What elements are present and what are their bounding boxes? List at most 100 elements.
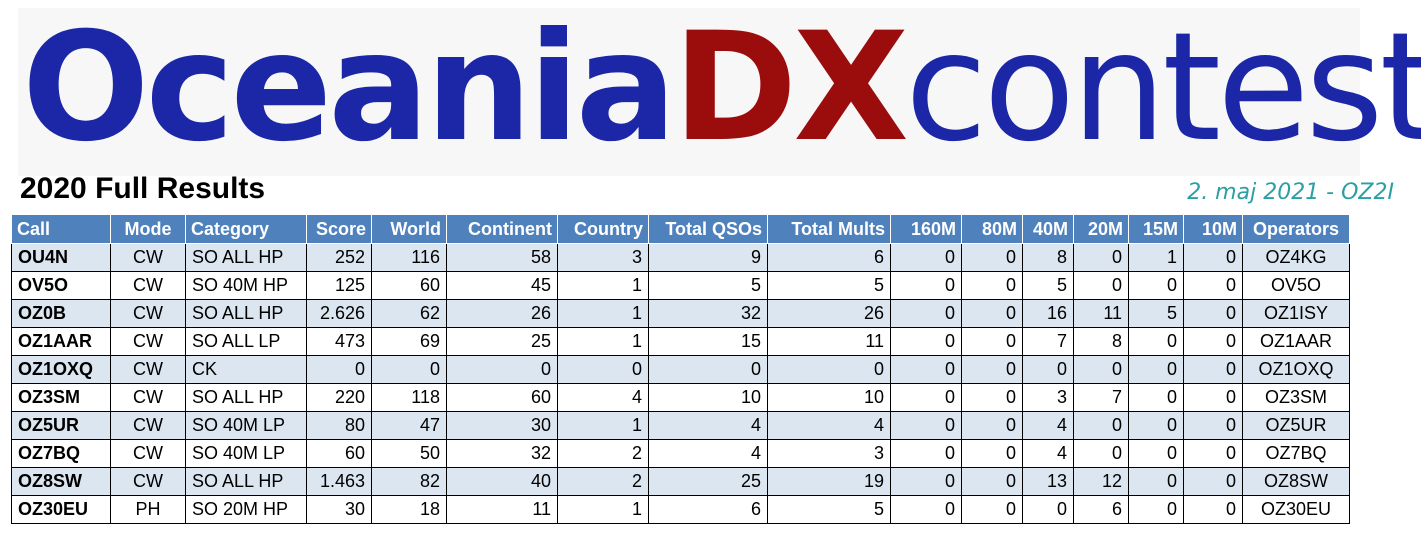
cell-total-qsos: 6: [648, 495, 768, 524]
cell-total-mults: 10: [767, 383, 891, 412]
cell-world: 50: [371, 439, 447, 468]
cell-category: SO ALL HP: [185, 299, 307, 328]
cell-80m: 0: [961, 467, 1023, 496]
col-header-total-mults: Total Mults: [767, 214, 891, 244]
cell-80m: 0: [961, 271, 1023, 300]
cell-20m: 12: [1073, 467, 1129, 496]
col-header-continent: Continent: [446, 214, 558, 244]
cell-15m: 0: [1128, 467, 1184, 496]
cell-call: OZ0B: [11, 299, 111, 328]
cell-160m: 0: [890, 327, 962, 356]
cell-call: OZ5UR: [11, 411, 111, 440]
cell-mode: CW: [110, 439, 186, 468]
cell-world: 0: [371, 355, 447, 384]
col-header-10m: 10M: [1183, 214, 1243, 244]
cell-operators: OZ30EU: [1242, 495, 1350, 524]
cell-category: SO ALL HP: [185, 243, 307, 272]
cell-total-mults: 26: [767, 299, 891, 328]
cell-10m: 0: [1183, 439, 1243, 468]
cell-score: 80: [306, 411, 372, 440]
cell-call: OU4N: [11, 243, 111, 272]
cell-160m: 0: [890, 355, 962, 384]
cell-15m: 0: [1128, 411, 1184, 440]
cell-15m: 0: [1128, 439, 1184, 468]
cell-category: SO ALL HP: [185, 467, 307, 496]
cell-score: 252: [306, 243, 372, 272]
cell-category: SO 40M HP: [185, 271, 307, 300]
cell-160m: 0: [890, 243, 962, 272]
cell-160m: 0: [890, 299, 962, 328]
cell-40m: 3: [1022, 383, 1074, 412]
cell-call: OZ1AAR: [11, 327, 111, 356]
cell-country: 1: [557, 327, 649, 356]
cell-80m: 0: [961, 299, 1023, 328]
cell-score: 60: [306, 439, 372, 468]
col-header-category: Category: [185, 214, 307, 244]
cell-10m: 0: [1183, 327, 1243, 356]
cell-mode: CW: [110, 411, 186, 440]
cell-10m: 0: [1183, 355, 1243, 384]
cell-10m: 0: [1183, 243, 1243, 272]
cell-20m: 0: [1073, 411, 1129, 440]
results-body: OU4N CW SO ALL HP 252 116 58 3 9 6 0 0 8 0 1 0 OZ4KG OV5…: [11, 243, 1350, 524]
cell-world: 62: [371, 299, 447, 328]
cell-operators: OZ1ISY: [1242, 299, 1350, 328]
cell-total-qsos: 15: [648, 327, 768, 356]
cell-call: OV5O: [11, 271, 111, 300]
col-header-total-qsos: Total QSOs: [648, 214, 768, 244]
cell-score: 30: [306, 495, 372, 524]
cell-10m: 0: [1183, 271, 1243, 300]
cell-total-qsos: 10: [648, 383, 768, 412]
cell-continent: 45: [446, 271, 558, 300]
logo-dx: DX: [672, 1, 909, 175]
cell-total-qsos: 4: [648, 411, 768, 440]
cell-mode: CW: [110, 467, 186, 496]
cell-score: 220: [306, 383, 372, 412]
cell-20m: 0: [1073, 271, 1129, 300]
cell-40m: 0: [1022, 495, 1074, 524]
cell-continent: 30: [446, 411, 558, 440]
cell-category: SO ALL LP: [185, 327, 307, 356]
cell-country: 2: [557, 467, 649, 496]
cell-total-mults: 19: [767, 467, 891, 496]
table-row: OV5O CW SO 40M HP 125 60 45 1 5 5 0 0 5 0 0 0 OV5O: [11, 271, 1350, 300]
cell-15m: 0: [1128, 327, 1184, 356]
cell-continent: 32: [446, 439, 558, 468]
cell-total-qsos: 4: [648, 439, 768, 468]
cell-mode: CW: [110, 383, 186, 412]
table-row: OZ3SM CW SO ALL HP 220 118 60 4 10 10 0 0 3 7 0 0 OZ3SM: [11, 383, 1350, 412]
cell-continent: 11: [446, 495, 558, 524]
cell-total-mults: 5: [767, 495, 891, 524]
col-header-score: Score: [306, 214, 372, 244]
cell-40m: 4: [1022, 439, 1074, 468]
cell-category: CK: [185, 355, 307, 384]
cell-15m: 0: [1128, 495, 1184, 524]
date-author-note: 2. maj 2021 - OZ2I: [1187, 180, 1394, 205]
cell-category: SO 40M LP: [185, 411, 307, 440]
cell-160m: 0: [890, 467, 962, 496]
cell-80m: 0: [961, 355, 1023, 384]
cell-80m: 0: [961, 243, 1023, 272]
cell-80m: 0: [961, 495, 1023, 524]
cell-operators: OV5O: [1242, 271, 1350, 300]
cell-total-qsos: 32: [648, 299, 768, 328]
cell-score: 473: [306, 327, 372, 356]
table-row: OZ7BQ CW SO 40M LP 60 50 32 2 4 3 0 0 4 0 0 0 OZ7BQ: [11, 439, 1350, 468]
col-header-160m: 160M: [890, 214, 962, 244]
cell-80m: 0: [961, 411, 1023, 440]
cell-160m: 0: [890, 411, 962, 440]
cell-80m: 0: [961, 327, 1023, 356]
logo-oceania: Oceania: [22, 1, 677, 175]
oceania-dx-contest-logo: OceaniaDXcontest: [22, 0, 1421, 176]
cell-10m: 0: [1183, 467, 1243, 496]
cell-15m: 1: [1128, 243, 1184, 272]
cell-operators: OZ1OXQ: [1242, 355, 1350, 384]
cell-total-qsos: 25: [648, 467, 768, 496]
cell-40m: 4: [1022, 411, 1074, 440]
cell-total-mults: 4: [767, 411, 891, 440]
page-title: 2020 Full Results: [20, 172, 266, 205]
cell-operators: OZ5UR: [1242, 411, 1350, 440]
cell-40m: 5: [1022, 271, 1074, 300]
cell-operators: OZ4KG: [1242, 243, 1350, 272]
cell-country: 1: [557, 271, 649, 300]
